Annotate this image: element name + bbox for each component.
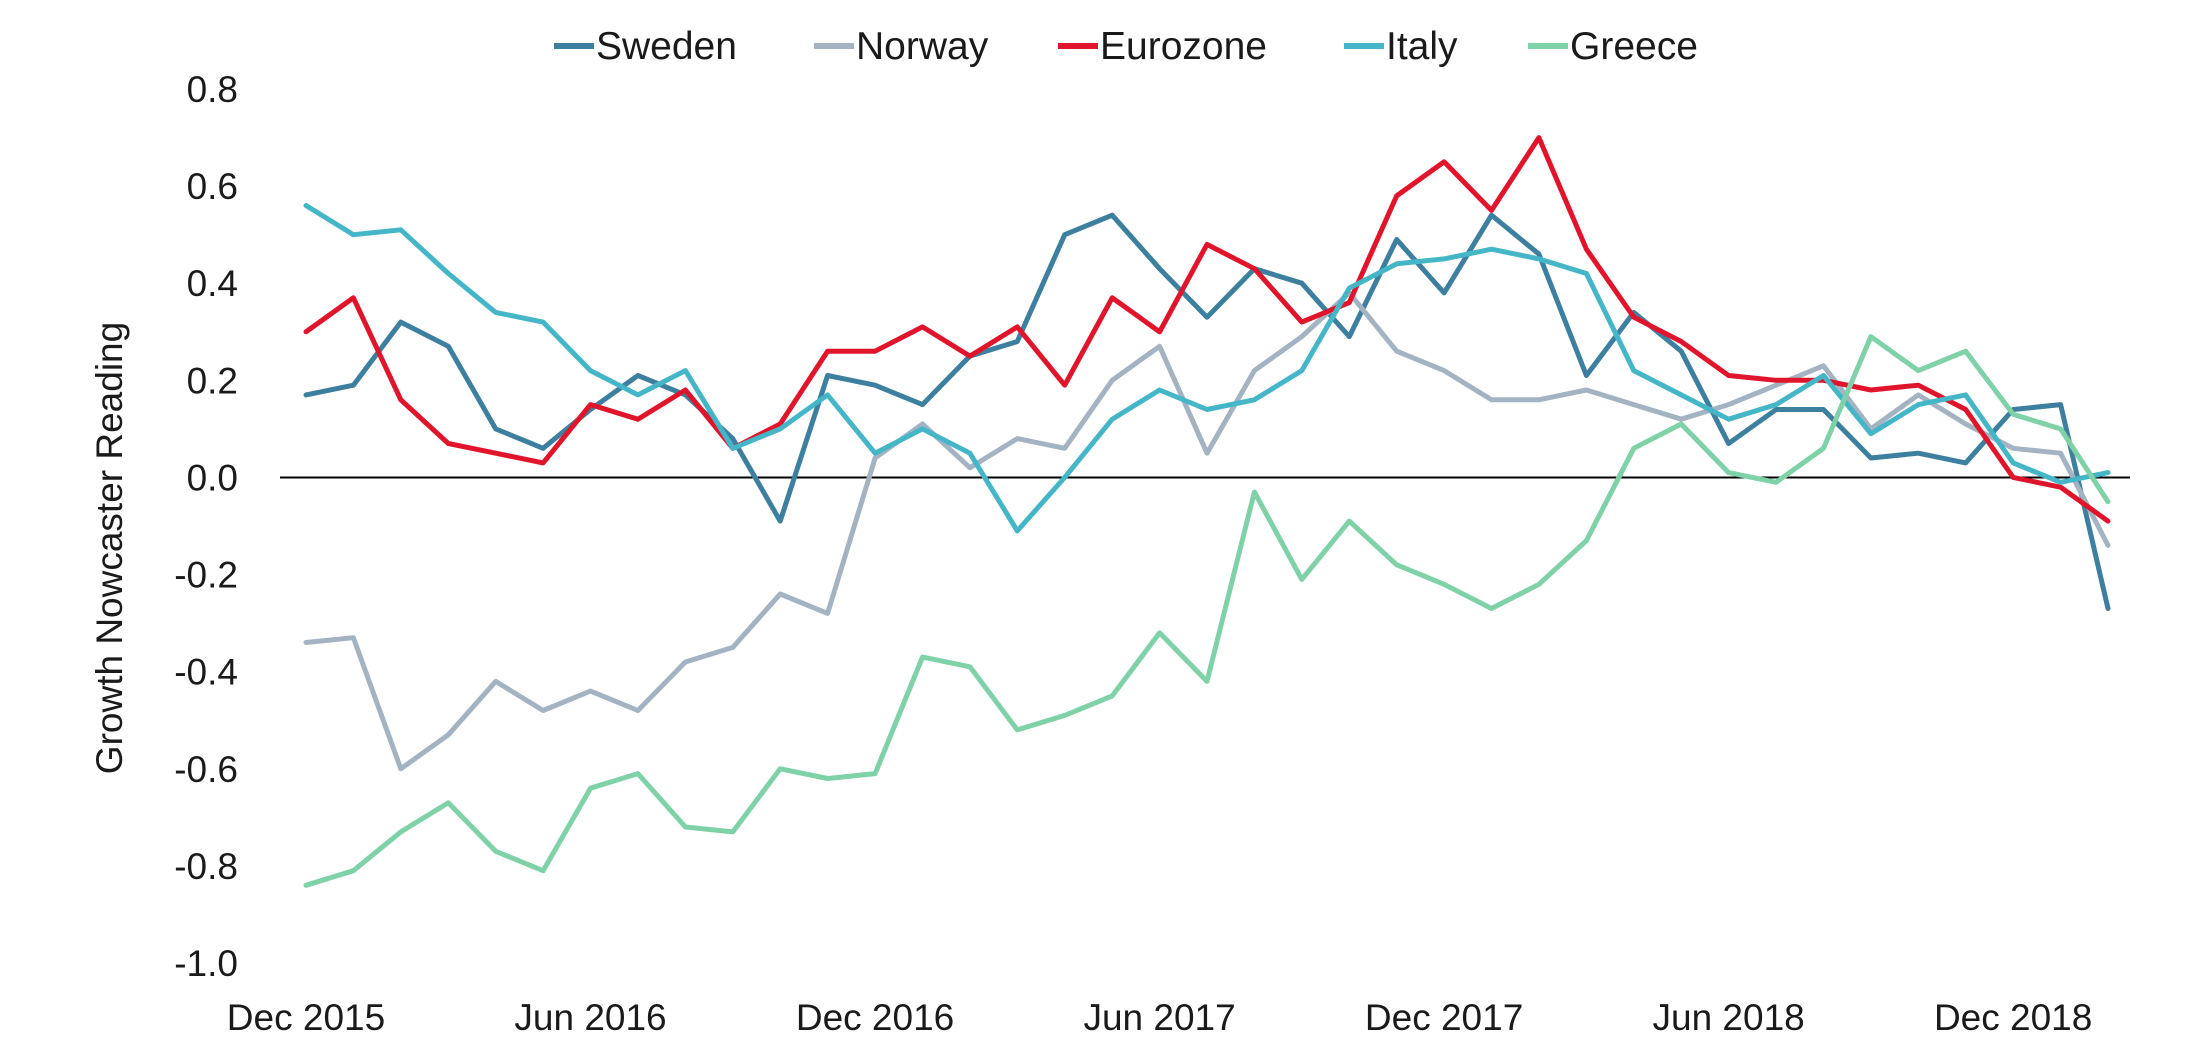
x-tick-label: Dec 2017 [1365, 997, 1523, 1038]
y-axis: 0.8 0.6 0.4 0.2 0.0 -0.2 -0.4 -0.6 -0.8 -1.0 [174, 69, 238, 984]
legend-item-sweden: Sweden [554, 25, 737, 68]
legend-label: Italy [1386, 25, 1458, 68]
y-tick-label: -0.2 [174, 555, 238, 596]
x-tick-label: Jun 2018 [1653, 997, 1805, 1038]
x-axis: Dec 2015 Jun 2016 Dec 2016 Jun 2017 Dec 2017… [227, 997, 2093, 1038]
series-lines [303, 135, 2111, 888]
y-tick-label: 0.0 [187, 457, 238, 498]
x-tick-label: Jun 2016 [514, 997, 666, 1038]
y-tick-label: 0.6 [187, 166, 238, 207]
y-tick-label: 0.8 [187, 69, 238, 110]
y-tick-label: -0.6 [174, 749, 238, 790]
y-axis-title: Growth Nowcaster Reading [89, 322, 130, 774]
series-line-italy [303, 203, 2111, 534]
y-tick-label: -0.4 [174, 652, 238, 693]
legend-item-eurozone: Eurozone [1058, 25, 1267, 68]
legend-item-italy: Italy [1344, 25, 1458, 68]
legend-label: Greece [1570, 25, 1698, 68]
series-line-greece [303, 334, 2111, 888]
legend-item-greece: Greece [1528, 25, 1698, 68]
legend-label: Sweden [596, 25, 737, 68]
y-tick-label: 0.2 [187, 360, 238, 401]
x-tick-label: Jun 2017 [1083, 997, 1235, 1038]
series-line-sweden [303, 212, 2111, 611]
y-tick-label: 0.4 [187, 263, 238, 304]
y-tick-label: -1.0 [174, 943, 238, 984]
series-line-norway [303, 290, 2111, 772]
x-tick-label: Dec 2015 [227, 997, 385, 1038]
x-tick-label: Dec 2016 [796, 997, 954, 1038]
x-tick-label: Dec 2018 [1934, 997, 2092, 1038]
legend-label: Norway [856, 25, 989, 68]
chart-legend: Sweden Norway Eurozone Italy Greece [554, 25, 1698, 68]
legend-item-norway: Norway [814, 25, 989, 68]
legend-label: Eurozone [1100, 25, 1267, 68]
y-tick-label: -0.8 [174, 846, 238, 887]
series-line-eurozone [303, 135, 2111, 524]
